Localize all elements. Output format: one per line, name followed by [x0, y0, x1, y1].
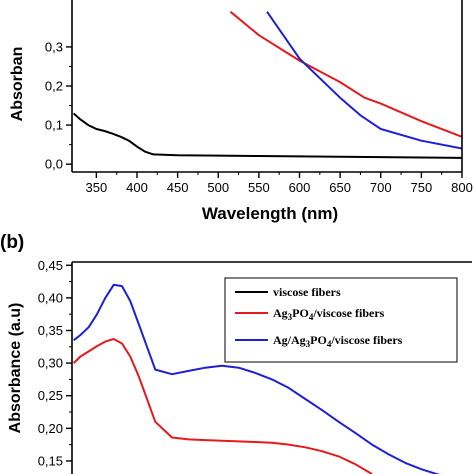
panel-a-x-tick-label: 450	[167, 180, 189, 195]
panel-a-series	[72, 10, 462, 159]
legend-label-ag3po4: Ag3PO4/viscose fibers	[273, 306, 385, 322]
legend-label-viscose: viscose fibers	[273, 285, 341, 299]
panel-b: (b) Absorbance (a.u) 0,15 0,20 0,25 0,30 0,3…	[0, 232, 472, 474]
panel-a-y-tick-label: 0,3	[45, 39, 63, 54]
panel-a-x-tick-label: 800	[451, 180, 473, 195]
panel-a-x-tick-label: 500	[207, 180, 229, 195]
panel-a-series-line-0	[72, 112, 462, 159]
panel-a-x-axis-label: Wavelength (nm)	[202, 204, 338, 223]
legend-item-viscose: viscose fibers	[235, 285, 341, 299]
legend-box	[224, 277, 458, 363]
panel-b-y-ticks: 0,15 0,20 0,25 0,30 0,35 0,40 0,45	[38, 258, 72, 468]
panel-a-y-axis-label: Absorban	[9, 47, 26, 122]
panel-a-y-tick-label: 0,0	[45, 157, 63, 172]
panel-a-series-line-2	[266, 11, 462, 150]
panel-a-x-tick-label: 350	[86, 180, 108, 195]
panel-a-x-tick-label: 400	[126, 180, 148, 195]
panel-b-y-tick-label: 0,35	[38, 323, 63, 338]
panel-a-x-tick-label: 750	[411, 180, 433, 195]
panel-b-series-line-1	[72, 338, 373, 474]
panel-b-y-tick-label: 0,15	[38, 453, 63, 468]
panel-b-series-line-2	[73, 283, 443, 474]
panel-b-y-tick-label: 0,25	[38, 388, 63, 403]
panel-b-legend: viscose fibers Ag3PO4/viscose fibers Ag/…	[224, 277, 458, 363]
panel-a-series-line-1	[229, 10, 462, 138]
panel-b-y-tick-label: 0,30	[38, 356, 63, 371]
panel-b-label: (b)	[0, 232, 24, 253]
legend-item-ag3po4: Ag3PO4/viscose fibers	[235, 306, 385, 322]
panel-a-y-ticks: 0,0 0,1 0,2 0,3	[45, 39, 72, 172]
panel-a-x-tick-label: 550	[248, 180, 270, 195]
legend-item-ag-ag3po4: Ag/Ag3PO4/viscose fibers	[235, 333, 403, 349]
panel-a-y-tick-label: 0,2	[45, 79, 63, 94]
panel-b-y-axis-label: Absorbance (a.u)	[7, 303, 24, 434]
panel-a-x-tick-label: 600	[289, 180, 311, 195]
panel-b-series	[72, 283, 443, 474]
panel-b-y-tick-label: 0,45	[38, 258, 63, 273]
panel-a-y-tick-label: 0,1	[45, 118, 63, 133]
panel-b-y-tick-label: 0,40	[38, 290, 63, 305]
panel-b-y-tick-label: 0,20	[38, 421, 63, 436]
panel-a-x-tick-label: 700	[370, 180, 392, 195]
panel-a-x-ticks: 350 400 450 500 550 600 650 700 750 800	[86, 172, 473, 195]
panel-a: Absorban 0,0 0,1 0,2 0,3 350 400 450 500 550 600…	[9, 0, 473, 223]
panel-a-x-tick-label: 650	[329, 180, 351, 195]
legend-label-ag-ag3po4: Ag/Ag3PO4/viscose fibers	[273, 333, 403, 349]
